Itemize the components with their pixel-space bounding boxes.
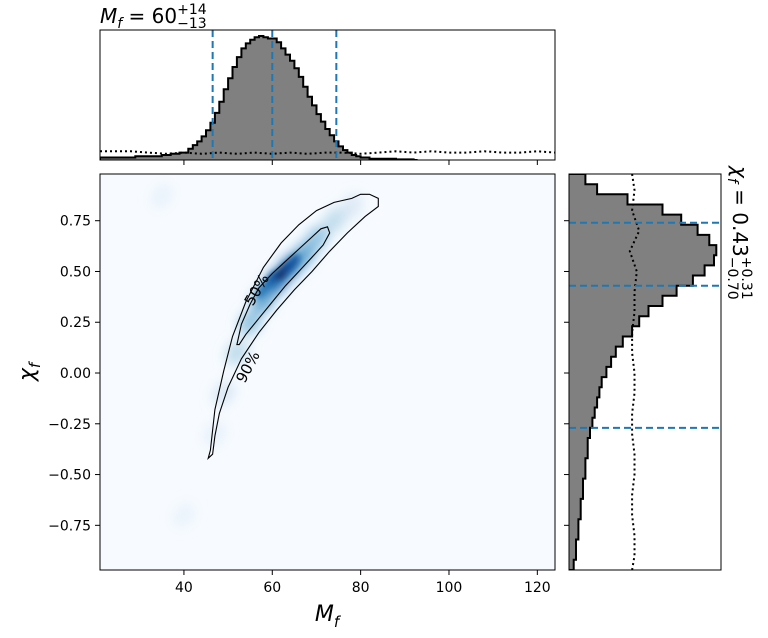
top-histogram-bars — [100, 36, 555, 160]
right-title-symbol: χ — [728, 165, 752, 179]
y-axis-label-symbol: χ — [15, 367, 40, 382]
main-panel-frame — [99, 173, 556, 571]
top-histogram-title: Mf = 60+14 −13 — [100, 2, 207, 32]
contour-90-percent — [207, 193, 379, 461]
contour-50-percent — [236, 226, 331, 346]
x-axis-label: Mf — [315, 602, 342, 631]
density-core-blob — [284, 254, 300, 273]
right-histogram-panel: χf = 0.43+0.31−0.70 — [564, 165, 754, 571]
x-axis-label-subscript: f — [334, 613, 342, 631]
right-histogram-prior-line — [628, 174, 641, 570]
y-tick-label: 0.25 — [60, 315, 91, 331]
right-title-upper-error: +0.31 — [738, 257, 754, 300]
right-histogram-outline — [569, 174, 718, 570]
y-tick-label: −0.25 — [48, 417, 91, 433]
x-tick-label: 80 — [352, 580, 370, 596]
density-core-blob — [255, 280, 272, 299]
density-blob — [212, 380, 236, 407]
top-title-subscript: f — [117, 16, 124, 32]
density-core-layer — [255, 254, 300, 299]
y-tick-label: 0.75 — [60, 214, 91, 230]
density-blob — [225, 339, 249, 366]
top-title-lower-error: −13 — [177, 16, 207, 32]
density-background — [100, 174, 555, 570]
y-axis-label-subscript: f — [26, 360, 44, 368]
main-2d-panel: 50% 90% 40 60 80 100 120 −0.75−0.50−0.250.00… — [15, 173, 556, 631]
top-histogram-x-ticks — [183, 160, 538, 165]
top-title-upper-error: +14 — [177, 2, 207, 18]
top-title-value: = 60 — [122, 4, 177, 28]
main-x-ticks: 40 60 80 100 120 — [175, 570, 551, 596]
right-histogram-title: χf = 0.43+0.31−0.70 — [724, 165, 754, 300]
y-tick-label: 0.00 — [60, 366, 91, 382]
right-histogram-y-ticks — [564, 220, 569, 526]
top-histogram-prior-line — [100, 150, 555, 155]
y-tick-label: 0.50 — [60, 264, 91, 280]
right-title-lower-error: −0.70 — [724, 257, 740, 300]
x-tick-label: 60 — [263, 580, 281, 596]
density-blob — [172, 502, 196, 528]
density-blob — [238, 309, 262, 336]
right-title-subscript: f — [724, 178, 740, 185]
right-title-value: = 0.43 — [728, 183, 752, 257]
x-tick-label: 100 — [436, 580, 463, 596]
right-histogram-bars — [569, 174, 717, 570]
top-histogram-panel: Mf = 60+14 −13 — [99, 2, 556, 165]
x-tick-label: 40 — [175, 580, 193, 596]
right-histogram-frame — [568, 173, 722, 571]
y-tick-label: −0.75 — [48, 518, 91, 534]
density-heatmap — [150, 183, 364, 528]
density-blob — [322, 207, 346, 234]
main-y-ticks: −0.75 −0.50 −0.25 0.00 0.25 0.50 0.75 — [48, 214, 100, 534]
density-blob — [150, 183, 174, 210]
top-histogram-frame — [99, 29, 556, 161]
top-histogram-outline — [100, 35, 418, 160]
y-tick-label: −0.50 — [48, 468, 91, 484]
x-tick-label: 120 — [524, 580, 551, 596]
x-axis-label-symbol: M — [315, 602, 334, 627]
top-title-symbol: M — [100, 4, 117, 28]
y-axis-label: χf — [15, 360, 44, 382]
